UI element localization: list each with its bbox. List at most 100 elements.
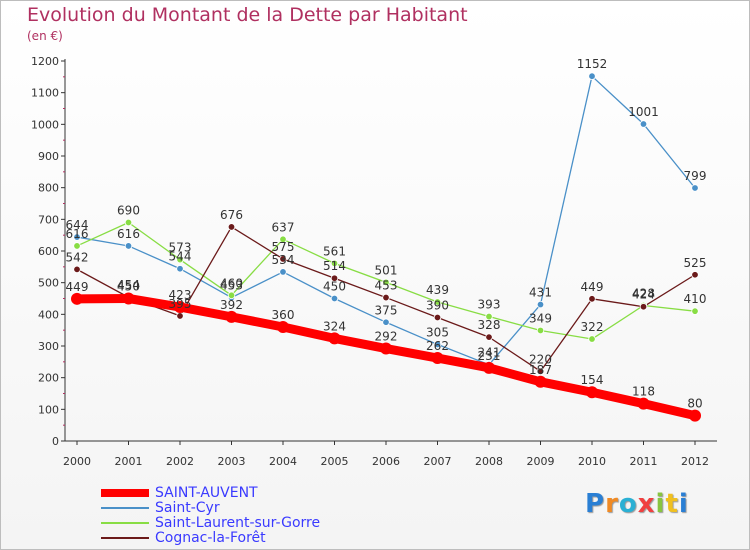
chart-title: Evolution du Montant de la Dette par Hab… [27,4,468,26]
data-label: 292 [375,330,398,344]
legend-label: Saint-Laurent-sur-Gorre [155,515,321,531]
data-point [73,242,81,250]
y-tick-label: 600 [38,245,59,258]
data-point [382,318,390,326]
data-label: 616 [66,227,89,241]
data-point [227,223,236,231]
x-tick-label: 2008 [475,455,503,468]
data-label: 534 [272,253,295,267]
data-label: 453 [220,279,243,293]
data-label: 375 [375,303,398,317]
data-label: 324 [323,319,346,333]
data-label: 154 [581,373,604,387]
x-tick-label: 2002 [166,455,194,468]
data-label: 392 [220,298,243,312]
data-point [536,367,545,376]
data-point [586,386,598,399]
x-tick-label: 2009 [527,455,555,468]
data-label: 799 [684,169,707,183]
data-point [588,295,596,303]
data-point [536,326,545,335]
y-tick-label: 200 [38,372,59,385]
data-label: 410 [684,292,707,306]
data-point [176,265,184,273]
data-label: 450 [117,280,140,294]
data-label: 525 [684,256,707,270]
logo-letter: o [618,489,638,519]
data-point [279,235,287,243]
data-point [689,409,701,422]
data-label: 561 [323,244,346,258]
data-point [485,312,493,321]
y-tick-label: 500 [38,277,59,290]
legend-swatch [101,522,149,524]
y-tick-label: 0 [52,435,59,448]
data-point [483,361,495,374]
data-point [433,313,442,322]
data-label: 220 [529,352,552,366]
data-label: 431 [529,286,552,300]
data-point [485,333,493,341]
data-point [122,292,135,305]
chart-subtitle: (en €) [27,29,63,43]
y-tick-label: 1000 [31,118,59,131]
data-point [639,120,648,128]
data-label: 390 [426,299,449,313]
data-point [330,294,339,303]
logo-letter: r [605,489,619,519]
y-tick-label: 800 [38,182,59,195]
data-label: 241 [478,346,501,360]
data-point [227,291,236,300]
data-label: 501 [375,263,398,277]
x-tick-label: 2007 [424,455,452,468]
legend-label: Cognac-la-Forêt [155,530,266,546]
legend-swatch [101,537,149,539]
data-label: 349 [529,311,552,325]
data-point [433,298,442,306]
data-label: 449 [66,280,89,294]
data-label: 637 [272,220,295,234]
data-label: 690 [117,204,140,218]
data-label: 450 [323,280,346,294]
y-tick-label: 1100 [31,87,59,100]
data-label: 439 [426,283,449,297]
data-label: 423 [169,288,192,302]
data-label: 575 [272,240,295,254]
data-label: 305 [426,325,449,339]
data-label: 544 [169,250,192,264]
data-label: 393 [478,298,501,312]
data-point [431,352,444,365]
legend-swatch [101,489,149,497]
data-label: 1152 [577,57,608,71]
data-point [588,335,596,343]
x-tick-label: 2012 [681,455,709,468]
data-point [534,375,547,388]
data-point [536,300,545,309]
axes: 0 100 200 300 400 500 600 700 800 900 1000 1100 1200… [31,55,717,468]
proxiti-logo: Proxiti [585,489,689,519]
data-label: 514 [323,259,346,273]
data-label: 460 [220,276,243,290]
data-point [691,307,699,315]
data-point [639,303,648,311]
data-point [382,278,390,287]
x-tick-label: 2001 [115,455,143,468]
x-tick-label: 2003 [218,455,246,468]
data-label: 328 [478,318,501,332]
data-point [174,301,186,314]
data-point [124,242,133,250]
data-label: 118 [632,385,655,399]
x-tick-label: 2004 [269,455,297,468]
data-label: 231 [478,349,501,363]
y-tick-label: 400 [38,308,59,321]
logo-letter: P [585,489,606,519]
data-point [382,293,390,302]
data-point [328,332,341,345]
y-tick-label: 700 [38,213,59,226]
data-label: 80 [687,397,702,411]
data-labels: 6446165444535344503753052414311152100179… [66,57,707,410]
data-label: 1001 [628,105,659,119]
data-label: 542 [66,250,89,264]
x-tick-label: 2010 [578,455,606,468]
